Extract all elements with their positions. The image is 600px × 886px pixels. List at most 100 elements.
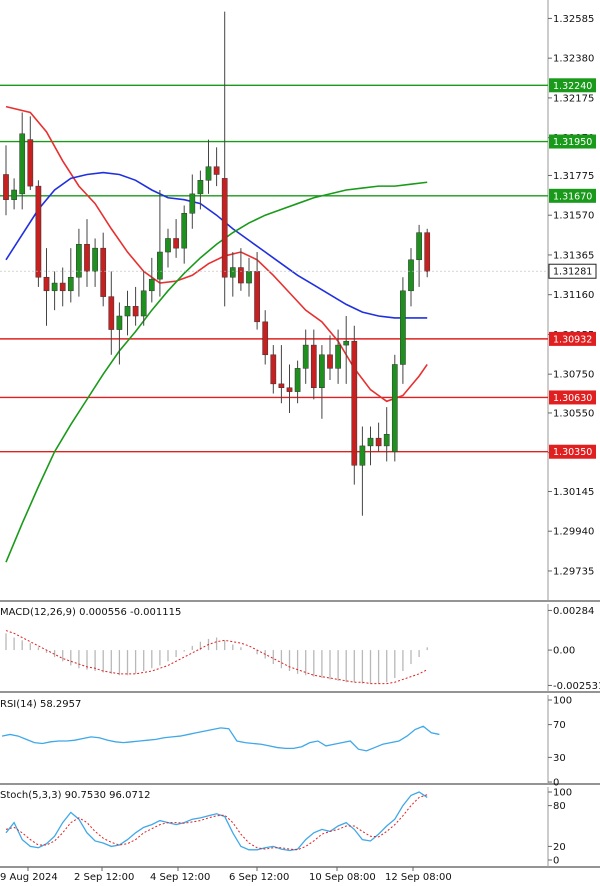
candle-body — [84, 244, 90, 272]
candle-body — [213, 166, 220, 175]
candle-body — [205, 166, 212, 181]
candle-body — [181, 213, 188, 249]
candle-body — [92, 247, 98, 272]
time-axis: 9 Aug 2024 2 Sep 12:00 4 Sep 12:00 6 Sep 12… — [0, 867, 452, 883]
level-badge — [549, 78, 596, 93]
x-tick-label: 6 Sep 12:00 — [229, 872, 289, 883]
macd-label: MACD(12,26,9) 0.000556 -0.001115 — [0, 607, 181, 618]
x-tick-label: 4 Sep 12:00 — [150, 872, 210, 883]
y-tick-label: 0 — [553, 856, 559, 867]
candle-body — [270, 354, 277, 385]
candle-body — [76, 244, 82, 278]
stoch-label: Stoch(5,3,3) 90.7530 96.0712 — [0, 790, 151, 801]
level-label: 1.31950 — [553, 137, 592, 148]
candle-body — [108, 296, 115, 330]
candle-body — [100, 247, 107, 297]
y-tick-label: 100 — [553, 788, 572, 799]
candle-body — [367, 437, 374, 447]
candle-body — [335, 344, 341, 369]
y-tick-label: 0 — [553, 778, 559, 789]
rsi-label: RSI(14) 58.2957 — [0, 699, 81, 710]
y-tick-label: 1.32380 — [553, 54, 594, 65]
candle-body — [124, 306, 131, 317]
stoch-d-line — [5, 794, 428, 851]
y-tick-label: -0.002531 — [553, 681, 600, 692]
y-tick-label: 1.29940 — [553, 527, 594, 538]
level-label: 1.30932 — [553, 334, 592, 345]
candle-body — [327, 354, 333, 369]
y-tick-label: 1.32585 — [553, 14, 594, 25]
candle-body — [157, 251, 163, 280]
y-tick-label: 30 — [553, 753, 566, 764]
y-tick-label: 1.30145 — [553, 487, 594, 498]
candle-body — [351, 340, 358, 466]
y-tick-label: 1.31775 — [553, 171, 594, 182]
moving-average-line — [5, 171, 428, 319]
x-tick-label: 12 Sep 08:00 — [385, 872, 452, 883]
candle-body — [343, 340, 350, 346]
y-tick-label: 1.31160 — [553, 290, 594, 301]
level-badge — [549, 444, 596, 459]
macd-signal-line — [5, 630, 428, 685]
level-badge — [549, 134, 596, 149]
y-tick-label: 1.29735 — [553, 566, 594, 577]
candle-body — [359, 445, 366, 466]
y-tick-label: 0.00 — [553, 646, 575, 657]
candle-body — [27, 139, 34, 187]
y-tick-label: 20 — [553, 842, 566, 853]
x-tick-label: 9 Aug 2024 — [0, 872, 58, 883]
moving-average-line — [5, 181, 428, 563]
candle-body — [302, 344, 309, 369]
y-tick-label: 80 — [553, 801, 566, 812]
candle-body — [416, 232, 422, 261]
candle-body — [238, 267, 244, 284]
rsi-line — [1, 725, 440, 752]
candle-body — [383, 434, 390, 447]
level-badge — [549, 390, 596, 405]
candle-body — [173, 238, 179, 249]
y-tick-label: 70 — [553, 720, 566, 731]
y-tick-label: 1.31570 — [553, 211, 594, 222]
candle-body — [408, 259, 414, 292]
candle-body — [319, 354, 325, 388]
candle-body — [221, 178, 228, 278]
macd-panel: 0.00284 0.00 -0.002531 MACD(12,26,9) 0.0005… — [0, 604, 600, 693]
candle-body — [375, 437, 382, 447]
current-price-badge — [548, 263, 597, 279]
y-tick-label: 1.32175 — [553, 93, 594, 104]
level-label: 1.32240 — [553, 81, 592, 92]
candle-body — [286, 387, 293, 392]
candle-body — [189, 193, 196, 214]
candle-body — [278, 383, 285, 388]
candle-body — [310, 344, 317, 388]
candle-body — [294, 368, 301, 392]
candle-body — [140, 290, 147, 317]
candle-body — [148, 278, 155, 292]
y-tick-label: 0.00284 — [553, 606, 594, 617]
stoch-panel: 100 80 20 0 Stoch(5,3,3) 90.7530 96.0712 — [0, 787, 600, 868]
level-badge — [549, 188, 596, 203]
candle-body — [246, 271, 252, 284]
candle-body — [67, 276, 74, 292]
candle-body — [43, 276, 50, 292]
candle-body — [229, 267, 236, 278]
candle-body — [51, 282, 58, 292]
candle-body — [400, 290, 406, 365]
y-tick-label: 1.31365 — [553, 250, 594, 261]
level-label: 1.31670 — [553, 191, 592, 202]
candle-body — [391, 364, 398, 452]
candle-body — [424, 232, 431, 272]
candle-body — [262, 321, 269, 356]
price-panel: 1.325851.323801.321751.319701.317751.315… — [0, 0, 600, 602]
current-price-label: 1.31281 — [553, 267, 592, 278]
y-tick-label: 1.30550 — [553, 408, 594, 419]
stoch-k-line — [5, 791, 428, 852]
x-tick-label: 10 Sep 08:00 — [309, 872, 376, 883]
y-tick-label: 1.30750 — [553, 370, 594, 381]
candle-body — [132, 306, 139, 317]
y-tick-label: 100 — [553, 696, 572, 707]
candle-body — [35, 185, 42, 278]
x-tick-label: 2 Sep 12:00 — [74, 872, 134, 883]
level-label: 1.30350 — [553, 447, 592, 458]
